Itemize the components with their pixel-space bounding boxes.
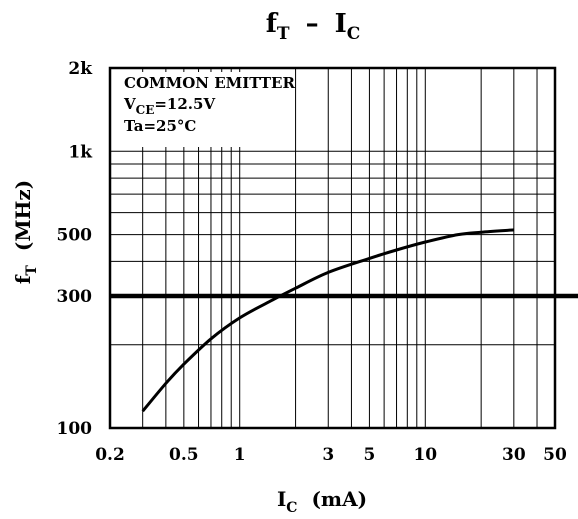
series-line (141, 228, 514, 413)
y-tick-label: 1k (68, 142, 93, 162)
annotation-line-2: VCE=12.5V (123, 95, 215, 117)
x-tick-label: 30 (502, 445, 526, 465)
y-axis-label: fT(MHz) (11, 180, 40, 284)
y-tick-labels: 100 300 500 1k 2k (57, 59, 94, 439)
plot-area-border (108, 66, 557, 430)
x-tick-labels: 0.2 0.5 1 3 5 10 30 50 (95, 445, 567, 465)
y-tick-label: 2k (68, 59, 93, 79)
chart-title: fT – IC (266, 9, 361, 44)
x-tick-label: 3 (322, 445, 334, 465)
x-tick-label: 1 (234, 445, 246, 465)
y-tick-label: 100 (57, 419, 93, 439)
x-tick-label: 5 (364, 445, 376, 465)
annotation-line-3: Ta=25°C (124, 117, 196, 135)
x-axis-label: IC (mA) (277, 487, 367, 516)
x-tick-label: 10 (413, 445, 437, 465)
condition-annotation: COMMON EMITTER VCE=12.5V Ta=25°C (118, 72, 295, 147)
x-tick-label: 50 (543, 445, 567, 465)
annotation-line-1: COMMON EMITTER (124, 74, 295, 92)
x-tick-label: 0.5 (169, 445, 199, 465)
x-tick-label: 0.2 (95, 445, 125, 465)
y-tick-label: 300 (57, 287, 93, 307)
y-tick-label: 500 (57, 226, 93, 246)
curve-layer (141, 228, 514, 413)
